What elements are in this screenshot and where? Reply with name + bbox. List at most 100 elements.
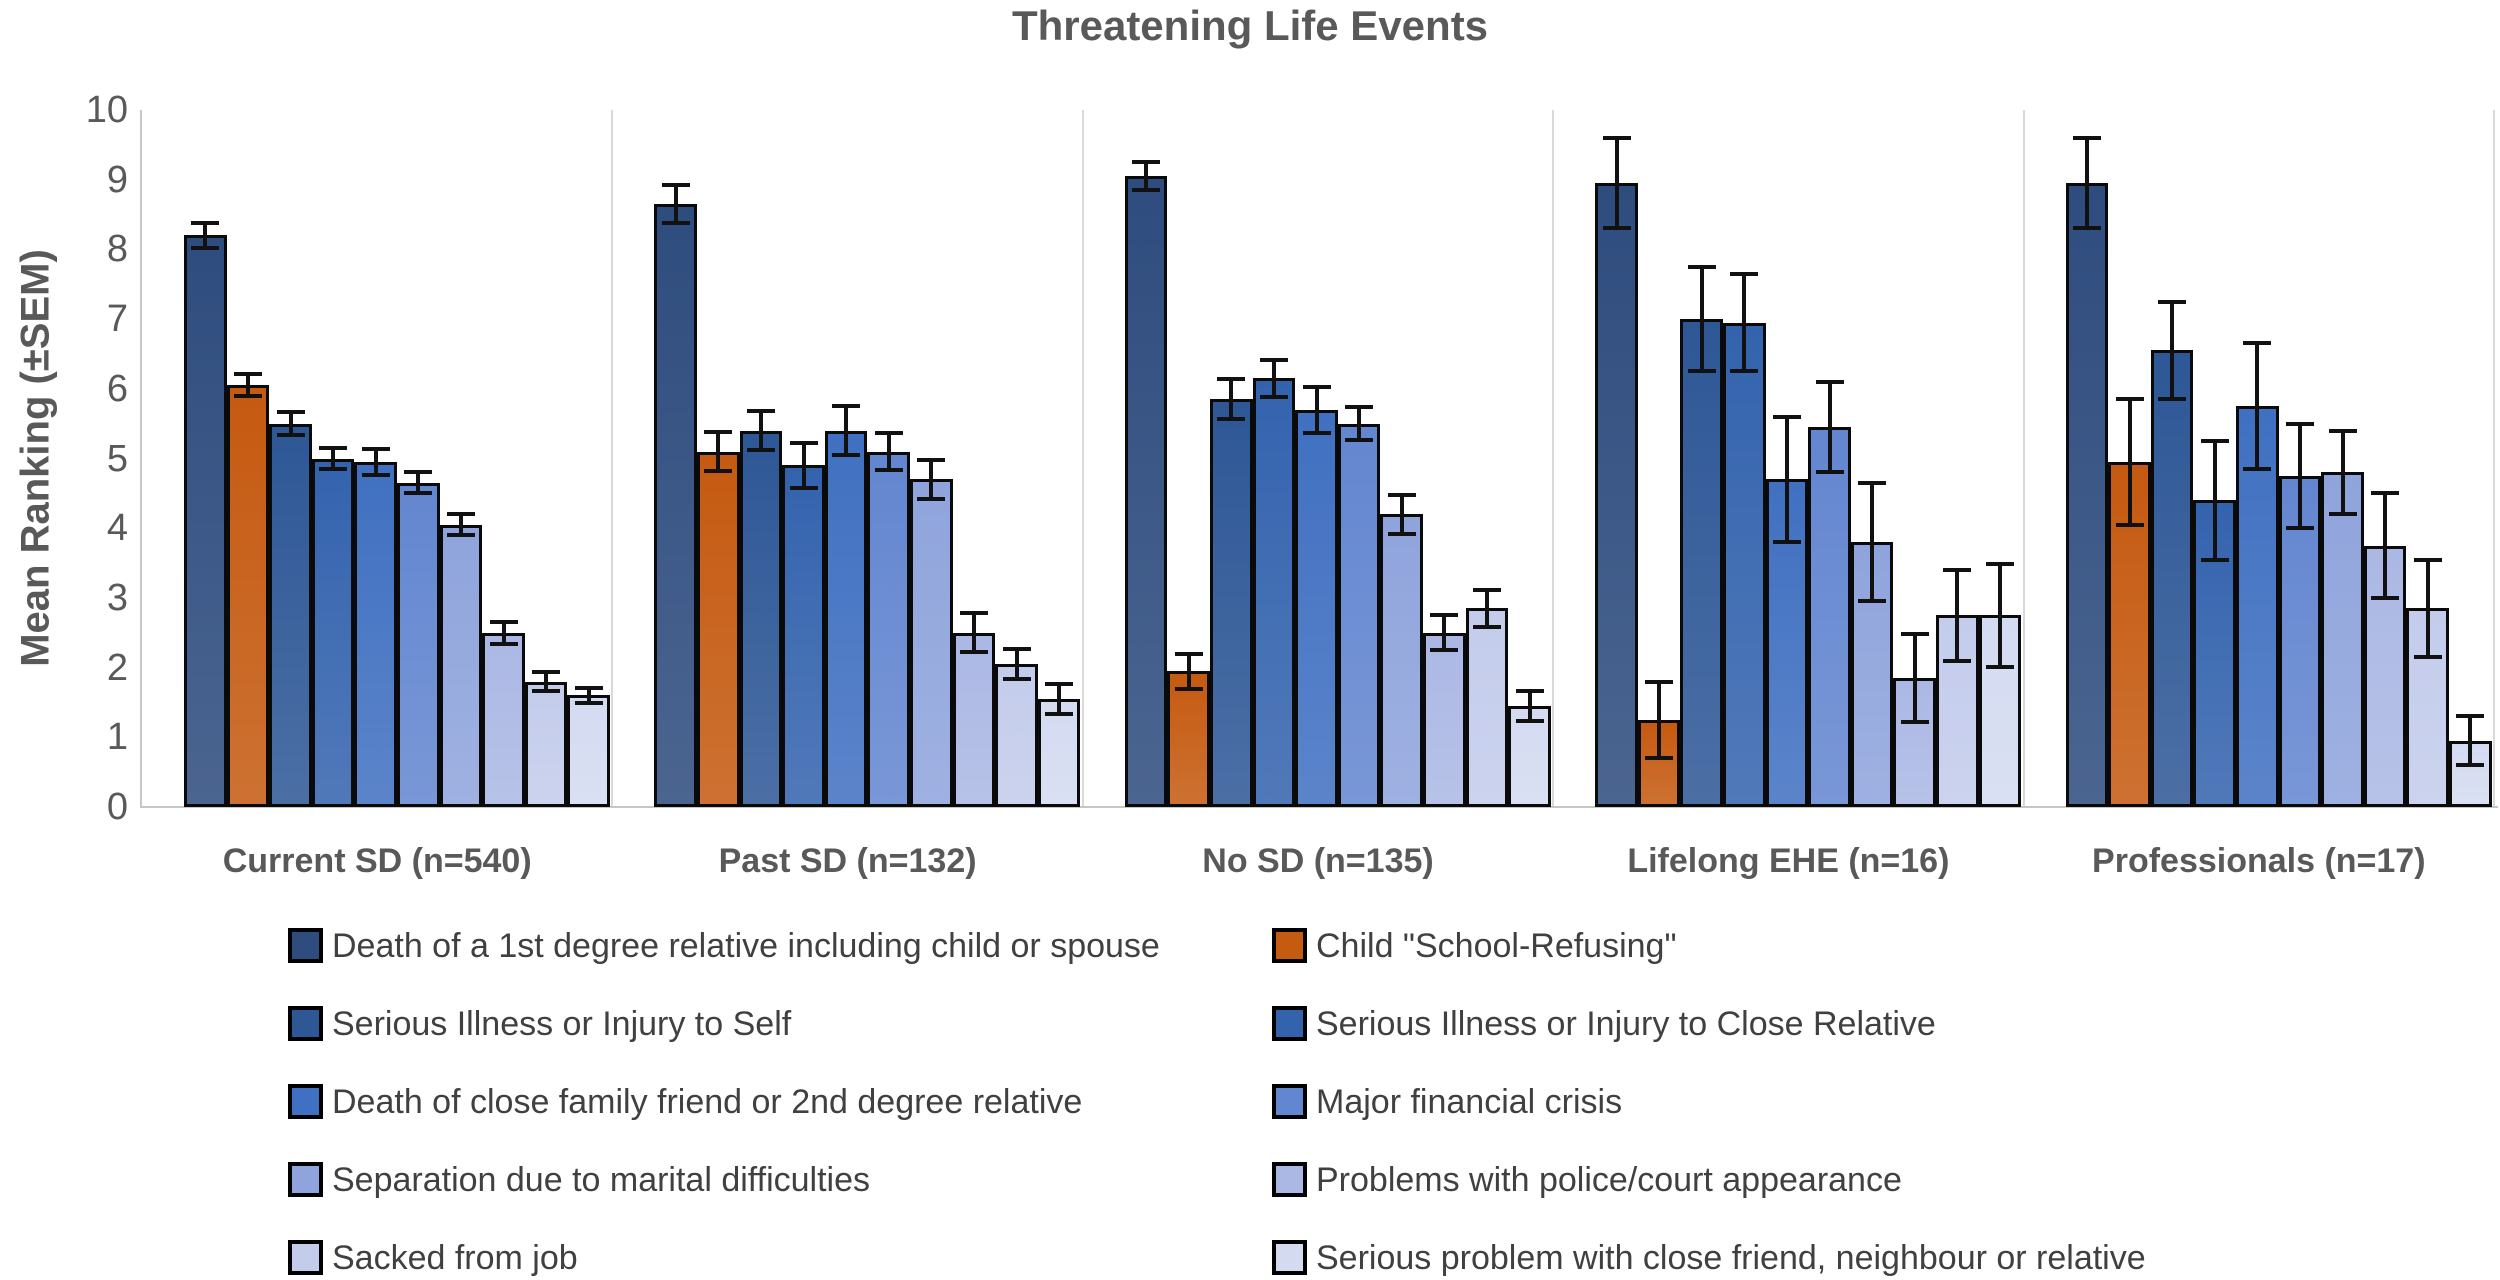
bar <box>952 632 996 807</box>
error-bar <box>373 449 378 475</box>
error-bar-cap-bottom <box>661 220 690 225</box>
error-bar-cap-bottom <box>2328 512 2357 517</box>
y-tick-label: 7 <box>106 298 128 341</box>
error-bar <box>1997 563 2002 667</box>
error-bar <box>1527 690 1532 722</box>
legend-swatch <box>1272 1240 1307 1275</box>
y-tick-label: 9 <box>106 158 128 201</box>
error-bar <box>1484 589 1489 628</box>
x-category-label: No SD (n=135) <box>1202 842 1434 880</box>
error-bar-cap-top <box>1687 264 1716 269</box>
error-bar <box>716 432 721 472</box>
error-bar-cap-bottom <box>1602 226 1631 231</box>
error-bar-cap-bottom <box>1259 395 1288 400</box>
error-bar-cap-top <box>1815 379 1844 384</box>
y-tick-label: 0 <box>106 786 128 828</box>
bar <box>697 451 740 807</box>
error-bar-cap-top <box>1602 135 1631 140</box>
bar <box>567 695 610 807</box>
error-bar <box>844 406 849 455</box>
error-bar <box>2127 399 2132 525</box>
error-bar-cap-bottom <box>704 469 733 474</box>
error-bar-cap-bottom <box>361 472 390 477</box>
error-bar <box>245 374 250 397</box>
bar <box>824 430 868 807</box>
error-bar-cap-top <box>1772 414 1801 419</box>
bar <box>482 632 525 807</box>
x-category-label: Current SD (n=540) <box>222 842 532 880</box>
error-bar-cap-bottom <box>1687 369 1716 374</box>
error-bar-cap-bottom <box>2243 466 2272 471</box>
legend-swatch <box>288 1162 323 1197</box>
error-bar <box>544 672 549 691</box>
error-bar-cap-top <box>2413 557 2442 562</box>
error-bar-cap-bottom <box>1345 438 1374 443</box>
error-bar-cap-bottom <box>874 468 903 473</box>
x-axis-line <box>140 806 2498 808</box>
bar <box>1380 514 1423 807</box>
error-bar-cap-top <box>2200 439 2229 444</box>
error-bar <box>1784 416 1789 543</box>
error-bar-cap-top <box>2285 421 2314 426</box>
error-bar-cap-bottom <box>1302 430 1331 435</box>
error-bar-cap-bottom <box>1002 677 1031 682</box>
error-bar-cap-top <box>1943 568 1972 573</box>
error-bar-cap-top <box>191 220 220 225</box>
bar <box>739 430 783 807</box>
error-bar-cap-bottom <box>2200 557 2229 562</box>
error-bar-cap-top <box>832 404 861 409</box>
error-bar <box>2255 343 2260 469</box>
error-bar-cap-bottom <box>1430 648 1459 653</box>
error-bar <box>203 222 208 248</box>
error-bar-cap-top <box>1858 480 1887 485</box>
error-bar-cap-bottom <box>2115 522 2144 527</box>
error-bar-cap-bottom <box>832 453 861 457</box>
error-bar-cap-top <box>2456 714 2485 719</box>
error-bar <box>458 514 463 536</box>
bar <box>2278 475 2322 807</box>
group-separator <box>2493 110 2495 807</box>
error-bar-cap-top <box>2243 341 2272 346</box>
error-bar-cap-top <box>1002 646 1031 651</box>
error-bar-cap-bottom <box>2072 226 2101 231</box>
bar <box>524 681 568 807</box>
bar <box>995 664 1038 807</box>
error-bar-cap-bottom <box>1858 599 1887 604</box>
bar <box>184 235 227 807</box>
error-bar <box>1014 648 1019 680</box>
bar <box>1637 719 1681 807</box>
legend-label: Child "School-Refusing" <box>1316 927 1677 965</box>
error-bar-cap-bottom <box>532 688 561 693</box>
chart-title: Threatening Life Events <box>1011 2 1489 49</box>
group-separator <box>1552 110 1555 807</box>
error-bar-cap-bottom <box>2413 655 2442 660</box>
error-bar-cap-bottom <box>1174 686 1203 691</box>
error-bar-cap-bottom <box>1985 664 2014 669</box>
legend-swatch <box>1272 1162 1307 1197</box>
error-bar <box>2297 423 2302 529</box>
error-bar <box>929 459 934 499</box>
error-bar <box>2383 493 2388 598</box>
error-bar <box>1057 683 1062 715</box>
error-bar-cap-top <box>959 611 988 616</box>
bar <box>1423 632 1466 807</box>
error-bar-cap-top <box>233 372 262 377</box>
legend-label: Serious Illness or Injury to Self <box>332 1005 792 1043</box>
error-bar-cap-bottom <box>2456 763 2485 768</box>
error-bar <box>971 613 976 653</box>
error-bar <box>1912 634 1917 722</box>
error-bar-cap-bottom <box>1387 531 1416 536</box>
error-bar <box>2170 301 2175 400</box>
error-bar-cap-top <box>1345 404 1374 409</box>
legend-label: Death of close family friend or 2nd degr… <box>332 1083 1083 1121</box>
error-bar-cap-top <box>1174 651 1203 656</box>
error-bar-cap-top <box>1045 681 1074 686</box>
error-bar-cap-bottom <box>276 432 305 437</box>
bar <box>1252 378 1296 807</box>
bar <box>226 385 270 807</box>
legend-swatch <box>288 1084 323 1119</box>
y-tick-label: 8 <box>106 228 128 271</box>
x-category-label: Professionals (n=17) <box>2092 842 2426 880</box>
bar <box>1124 176 1168 807</box>
error-bar <box>2340 430 2345 515</box>
